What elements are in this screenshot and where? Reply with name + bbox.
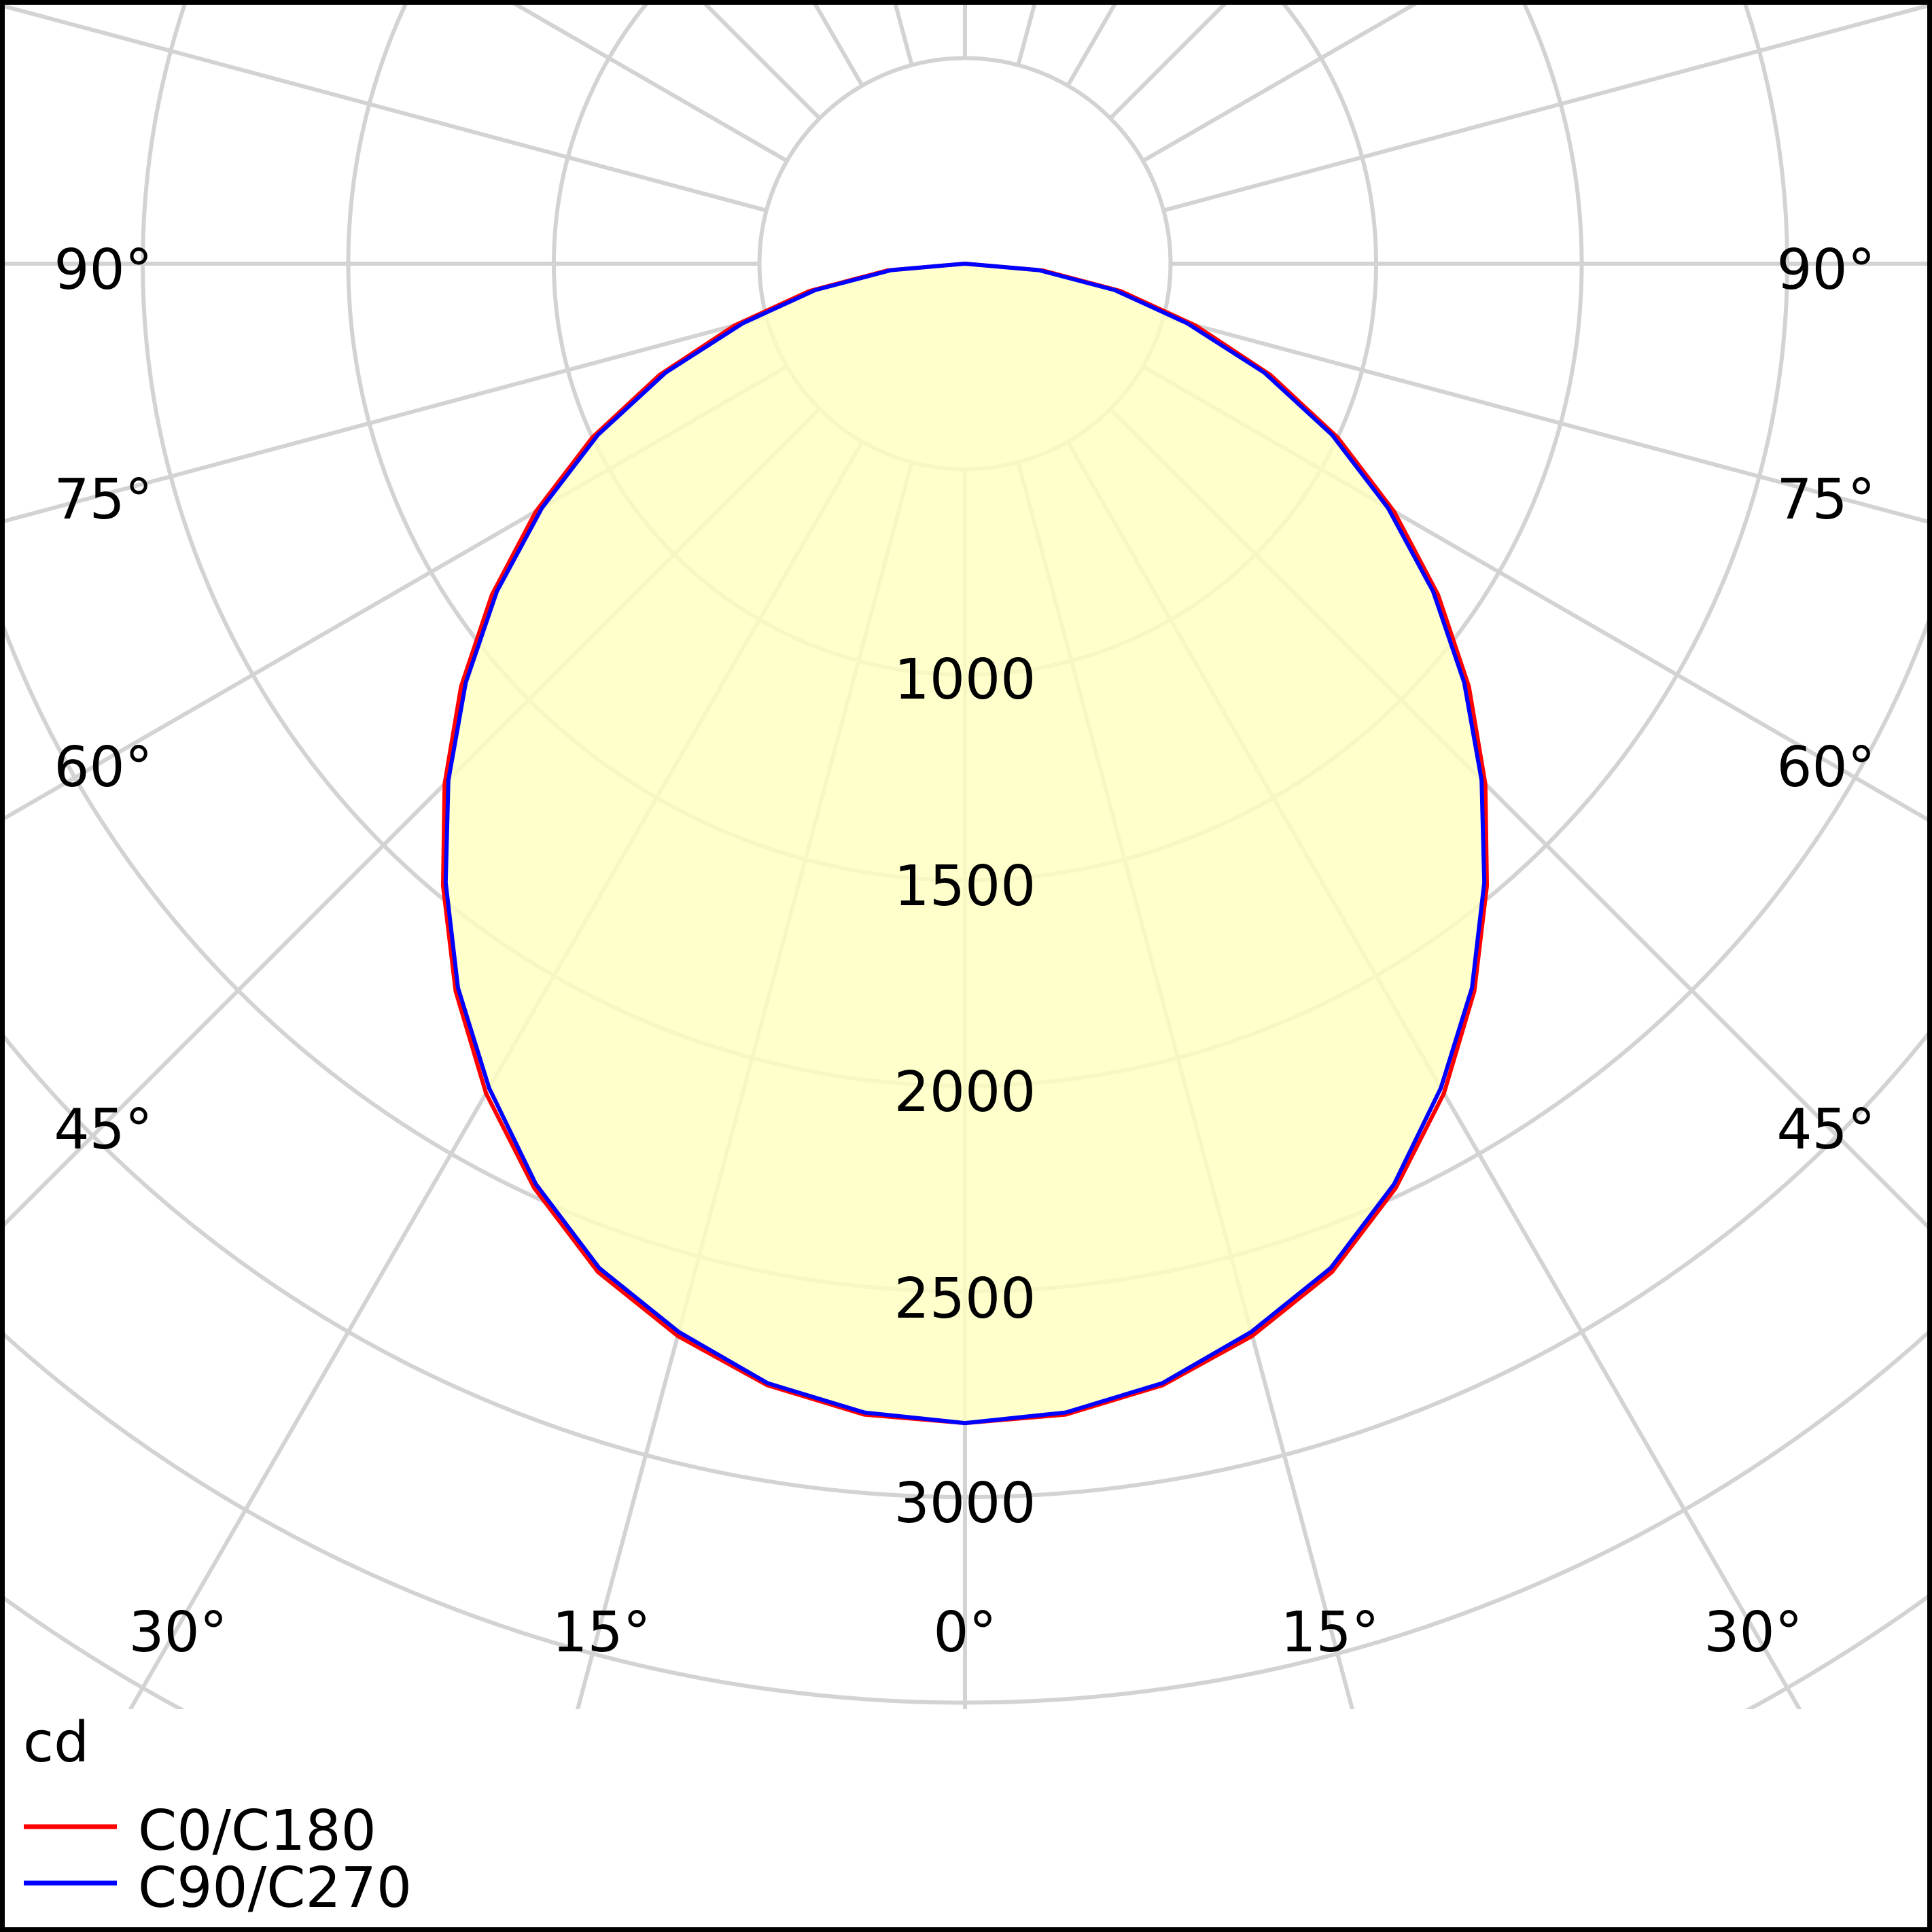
angle-label-right-60: 60° [1776, 735, 1875, 800]
radial-grid-line [1163, 5, 1927, 213]
ring-grid-3500 [5, 1330, 1927, 1704]
unit-label: cd [23, 1710, 89, 1775]
angle-label-bottom-15-right: 15° [1280, 1600, 1379, 1665]
legend: cd C0/C180 C90/C270 [23, 1710, 412, 1920]
angle-label-left-45: 45° [54, 1097, 152, 1162]
intensity-fill [445, 264, 1485, 1424]
angle-label-bottom-15-left: 15° [552, 1600, 650, 1665]
angle-label-right-45: 45° [1776, 1097, 1875, 1162]
radial-grid-line [1163, 315, 1927, 524]
ring-label-1000: 1000 [894, 648, 1036, 712]
legend-label-c90-c270: C90/C270 [138, 1856, 412, 1920]
radial-grid-line [1016, 5, 1037, 66]
radial-grid-line [893, 5, 914, 66]
radial-grid-line [1108, 5, 1227, 120]
ring-label-2000: 2000 [894, 1060, 1036, 1125]
ring-label-2500: 2500 [894, 1267, 1036, 1331]
ring-label-3000: 3000 [894, 1471, 1036, 1536]
angle-label-left-60: 60° [54, 735, 152, 800]
angle-label-left-75: 75° [54, 468, 152, 532]
ring-label-1500: 1500 [894, 854, 1036, 919]
angle-label-right-90: 90° [1776, 238, 1875, 302]
angle-label-right-75: 75° [1776, 468, 1875, 532]
angle-labels: 90° 75° 60° 45° 90° 75° 60° 45° 30° 15° … [54, 238, 1875, 1665]
intensity-curves [440, 262, 1490, 1426]
ring-grid-3000 [5, 1032, 1927, 1499]
angle-label-left-90: 90° [54, 238, 152, 302]
angle-label-bottom-30-left: 30° [128, 1600, 227, 1665]
radial-grid-line [5, 364, 788, 821]
curve-c90-c270 [443, 262, 1487, 1426]
radial-grid-line [703, 5, 822, 120]
ring-labels: 1000 1500 2000 2500 3000 [894, 648, 1036, 1536]
radial-grid-line [5, 5, 767, 213]
radial-grid-line [5, 315, 767, 523]
radial-grid-line [512, 5, 788, 163]
angle-label-bottom-30-right: 30° [1704, 1600, 1802, 1665]
legend-label-c0-c180: C0/C180 [138, 1799, 376, 1863]
radial-grid-line [1142, 5, 1418, 163]
radial-grid-line [1142, 364, 1927, 822]
radial-grid-line [813, 5, 864, 87]
angle-label-bottom-0: 0° [933, 1600, 996, 1665]
radial-grid-line [1066, 5, 1117, 87]
